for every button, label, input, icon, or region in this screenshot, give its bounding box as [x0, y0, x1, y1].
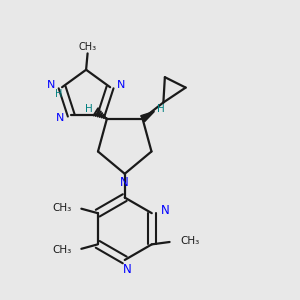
Text: N: N: [120, 176, 129, 189]
Text: CH₃: CH₃: [79, 43, 97, 52]
Text: H: H: [56, 89, 63, 99]
Text: CH₃: CH₃: [52, 203, 72, 213]
Text: H: H: [85, 104, 92, 114]
Text: H: H: [157, 104, 165, 114]
Text: N: N: [117, 80, 126, 90]
Text: N: N: [46, 80, 55, 90]
Polygon shape: [141, 111, 154, 122]
Text: CH₃: CH₃: [180, 236, 199, 246]
Text: N: N: [56, 113, 64, 123]
Text: N: N: [123, 263, 131, 276]
Text: CH₃: CH₃: [52, 245, 72, 255]
Text: N: N: [161, 204, 170, 217]
